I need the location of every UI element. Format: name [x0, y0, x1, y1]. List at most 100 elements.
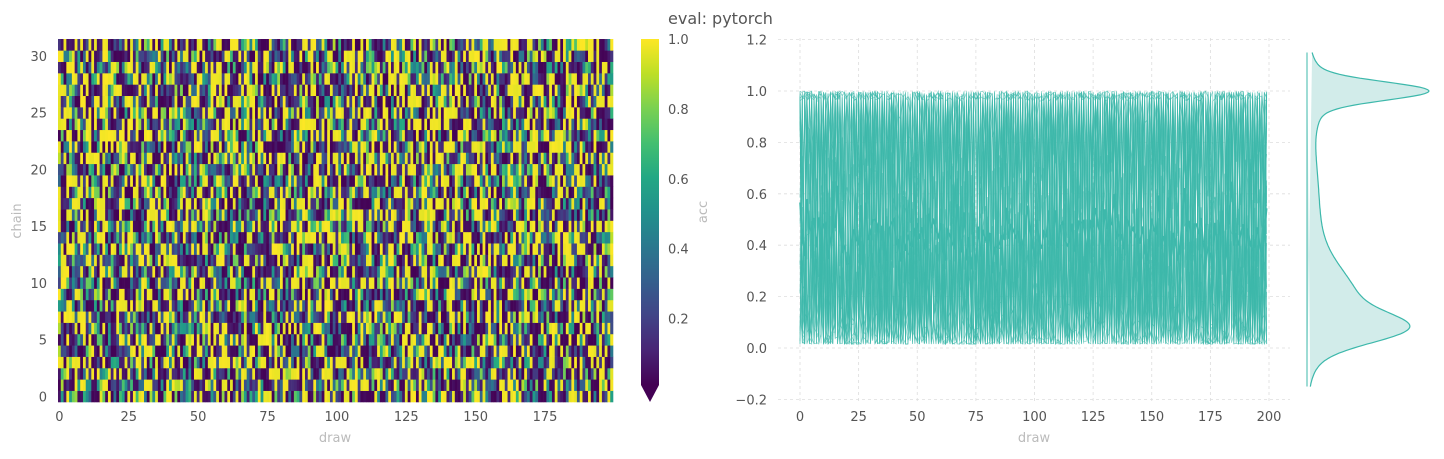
- heatmap-cell: [149, 163, 153, 176]
- heatmap-cell: [343, 265, 347, 278]
- heatmap-cell: [213, 367, 217, 380]
- heatmap-cell: [440, 163, 445, 176]
- heatmap-cell: [185, 254, 189, 267]
- heatmap-cell: [338, 322, 342, 335]
- heatmap-cell: [418, 231, 422, 244]
- heatmap-cell: [329, 141, 334, 153]
- heatmap-cell: [291, 197, 295, 210]
- heatmap-cell: [268, 254, 272, 267]
- heatmap-cell: [535, 390, 539, 403]
- heatmap-cell: [188, 152, 192, 165]
- heatmap-cell: [199, 152, 203, 165]
- heatmap-cell: [268, 322, 272, 335]
- heatmap-cell: [102, 152, 106, 165]
- heatmap-cell: [69, 299, 73, 312]
- heatmap-cell: [543, 390, 547, 403]
- heatmap-cell: [99, 254, 103, 267]
- heatmap-cell: [288, 277, 292, 289]
- heatmap-cell: [435, 220, 439, 233]
- heatmap-cell: [216, 197, 220, 210]
- heatmap-cell: [363, 379, 367, 391]
- heatmap-cell: [468, 333, 472, 346]
- heatmap-cell: [593, 277, 597, 289]
- heatmap-cell: [588, 197, 592, 210]
- heatmap-cell: [74, 141, 78, 153]
- heatmap-cell: [560, 288, 564, 301]
- heatmap-cell: [549, 163, 553, 176]
- heatmap-cell: [116, 129, 120, 142]
- heatmap-cell: [424, 141, 428, 153]
- heatmap-cell: [324, 163, 328, 176]
- heatmap-cell: [238, 311, 242, 323]
- heatmap-cell: [241, 345, 245, 357]
- heatmap-cell: [571, 311, 575, 323]
- heatmap-cell: [169, 390, 173, 403]
- heatmap-cell: [446, 333, 450, 346]
- heatmap-cell: [82, 129, 87, 142]
- heatmap-cell: [563, 254, 567, 267]
- heatmap-cell: [607, 288, 611, 301]
- heatmap-cell: [435, 129, 439, 142]
- heatmap-cell: [354, 186, 358, 199]
- heatmap-cell: [66, 345, 70, 357]
- heatmap-cell: [235, 231, 239, 244]
- heatmap-cell: [538, 288, 542, 301]
- heatmap-cell: [551, 197, 556, 210]
- heatmap-cell: [524, 367, 528, 380]
- heatmap-cell: [238, 141, 242, 153]
- heatmap-cell: [374, 277, 378, 289]
- heatmap-cell: [515, 311, 519, 323]
- heatmap-cell: [124, 390, 128, 403]
- heatmap-cell: [63, 322, 67, 335]
- heatmap-cell: [271, 288, 275, 301]
- heatmap-cell: [60, 163, 64, 176]
- heatmap-cell: [58, 265, 62, 278]
- heatmap-cell: [163, 265, 167, 278]
- heatmap-cell: [213, 197, 217, 210]
- heatmap-cell: [413, 367, 417, 380]
- heatmap-cell: [582, 288, 586, 301]
- heatmap-cell: [338, 254, 342, 267]
- heatmap-cell: [349, 367, 353, 380]
- heatmap-cell: [141, 175, 145, 187]
- heatmap-cell: [507, 333, 511, 346]
- heatmap-cell: [152, 175, 156, 187]
- heatmap-cell: [58, 209, 62, 221]
- heatmap-cell: [166, 129, 170, 142]
- heatmap-cell: [343, 322, 347, 335]
- heatmap-cell: [144, 231, 148, 244]
- heatmap-cell: [144, 356, 148, 369]
- heatmap-cell: [477, 333, 481, 346]
- heatmap-cell: [105, 333, 109, 346]
- heatmap-cell: [80, 231, 84, 244]
- heatmap-cell: [63, 186, 67, 199]
- heatmap-cell: [332, 243, 336, 255]
- heatmap-cell: [113, 311, 117, 323]
- heatmap-cell: [80, 243, 84, 255]
- heatmap-cell: [474, 254, 478, 267]
- heatmap-cell: [218, 254, 223, 267]
- heatmap-cell: [485, 311, 489, 323]
- heatmap-cell: [432, 209, 436, 221]
- heatmap-cell: [313, 254, 317, 267]
- heatmap-cell: [255, 311, 259, 323]
- heatmap-cell: [266, 209, 270, 221]
- heatmap-cell: [105, 265, 109, 278]
- heatmap-cell: [227, 345, 231, 357]
- heatmap-cell: [432, 356, 436, 369]
- heatmap-cell: [471, 231, 475, 244]
- heatmap-cell: [324, 129, 328, 142]
- heatmap-cell: [601, 254, 605, 267]
- heatmap-cell: [363, 356, 367, 369]
- heatmap-cell: [141, 118, 145, 131]
- heatmap-cell: [607, 254, 611, 267]
- heatmap-cell: [288, 322, 292, 335]
- heatmap-cell: [238, 152, 242, 165]
- heatmap-cell: [88, 265, 92, 278]
- heatmap-cell: [482, 322, 486, 335]
- heatmap-cell: [424, 163, 428, 176]
- heatmap-cell: [557, 175, 561, 187]
- heatmap-cell: [499, 175, 503, 187]
- heatmap-cell: [407, 175, 411, 187]
- heatmap-cell: [280, 379, 284, 391]
